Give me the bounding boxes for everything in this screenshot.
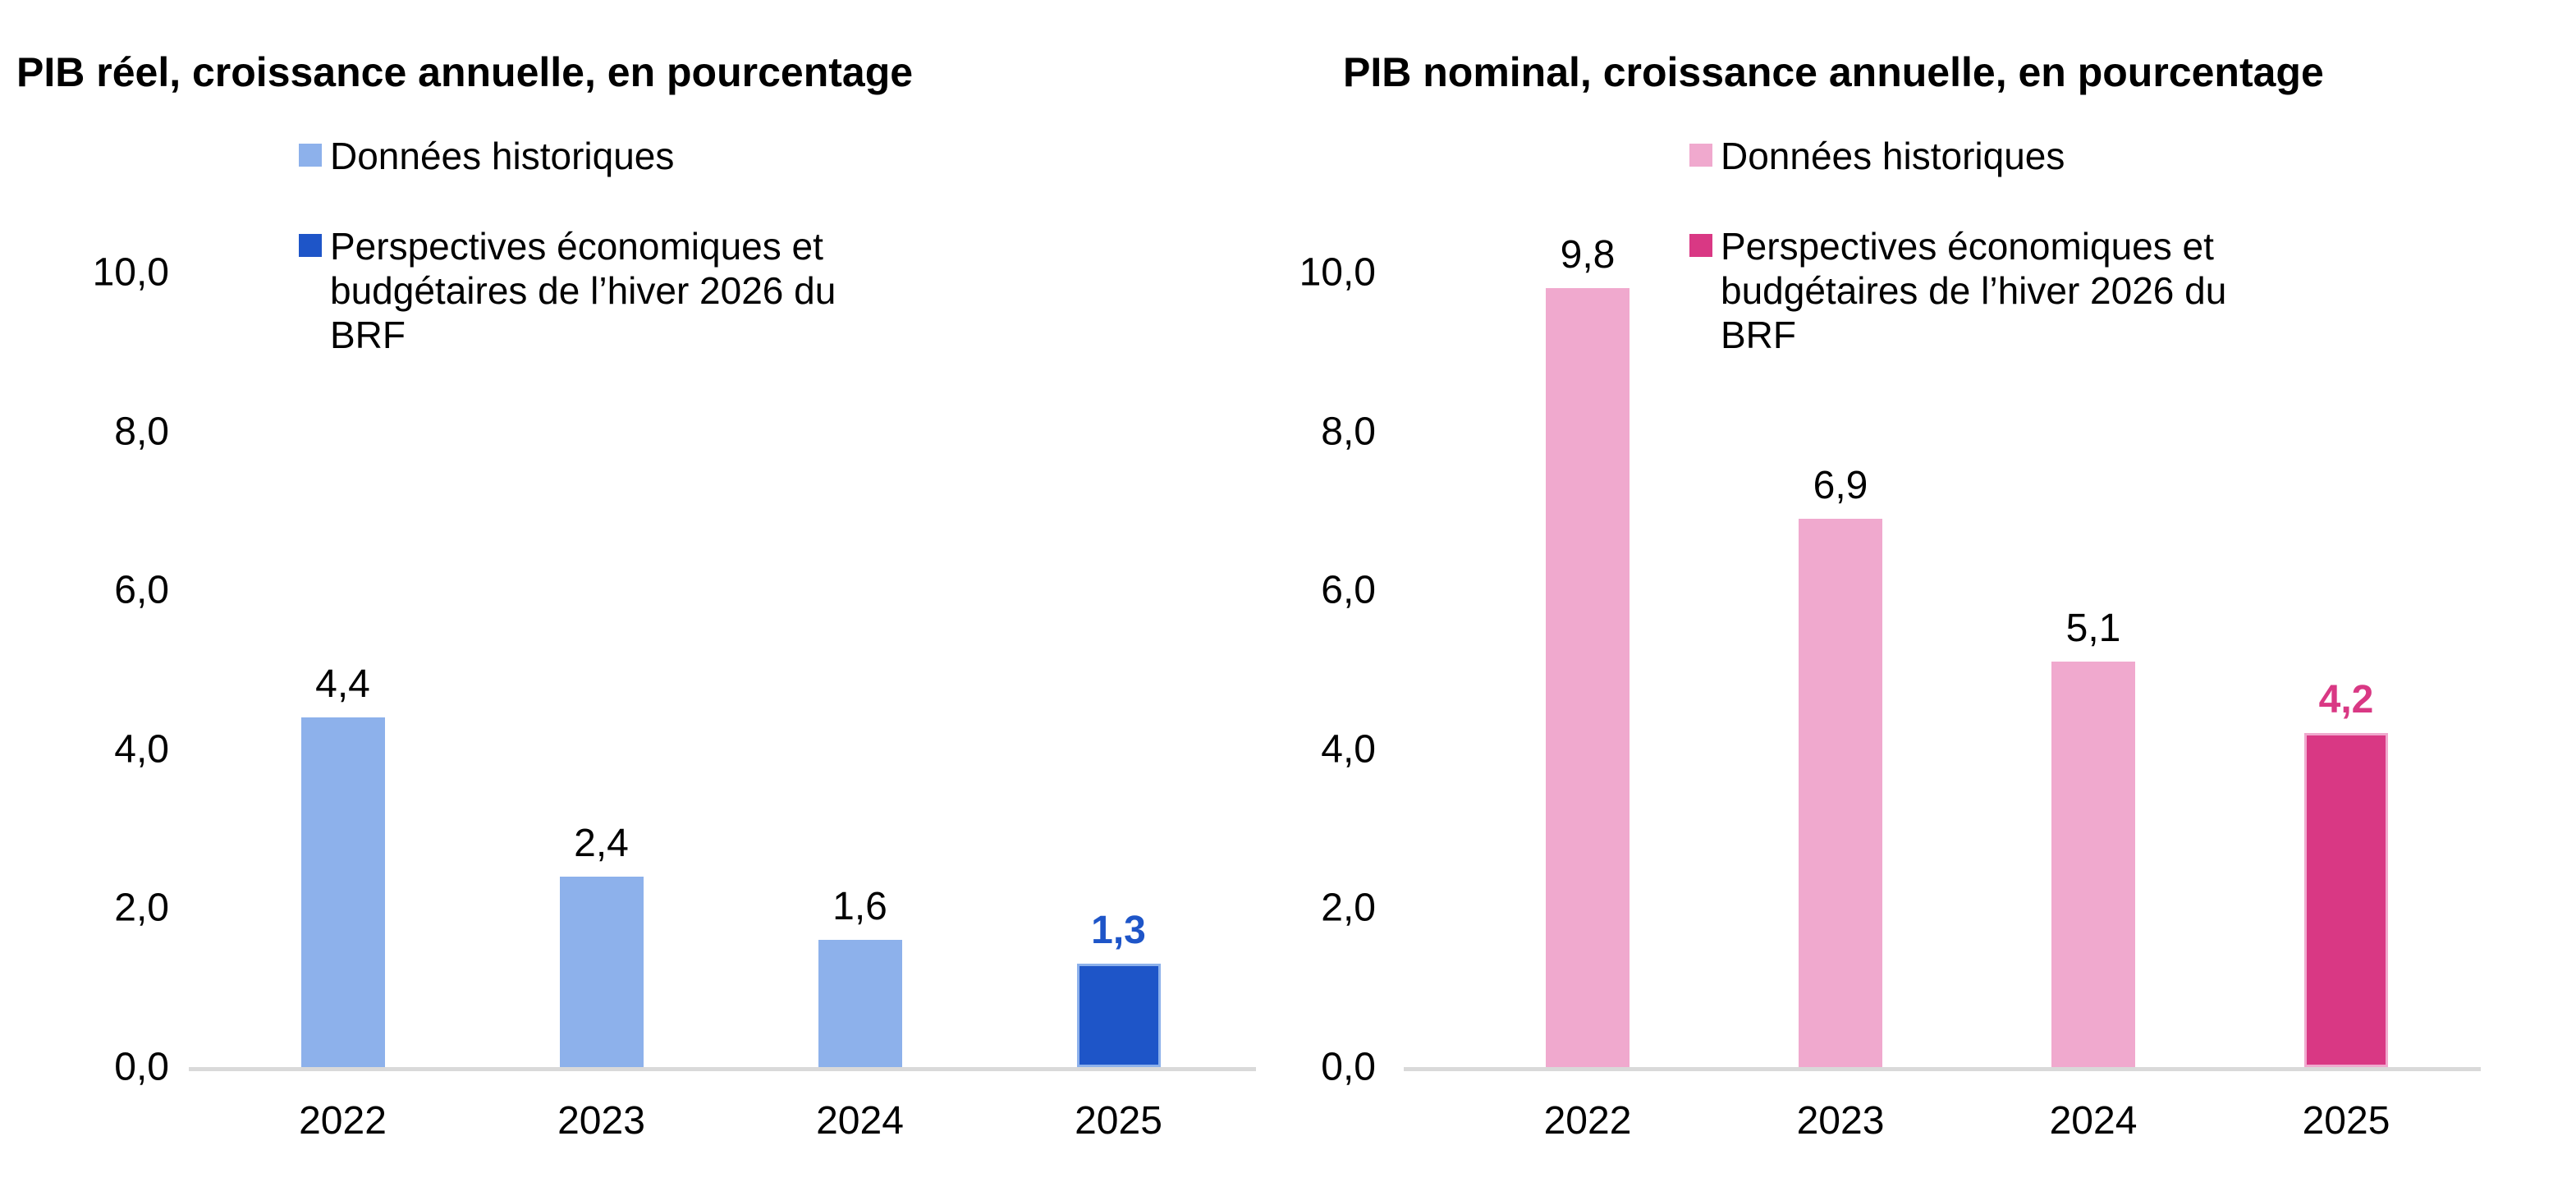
legend-swatch-historical bbox=[299, 144, 322, 167]
x-tick-label: 2022 bbox=[299, 1099, 387, 1143]
bar-slot: 1,3 2025 bbox=[989, 273, 1248, 1141]
bar-value-label: 4,4 bbox=[315, 662, 370, 707]
x-tick-label: 2023 bbox=[1796, 1099, 1885, 1143]
legend-label: Perspectives économiques et budgétaires … bbox=[1721, 225, 2227, 356]
bar bbox=[559, 876, 644, 1067]
chart-title: PIB réel, croissance annuelle, en pource… bbox=[16, 48, 914, 95]
y-tick-label: 10,0 bbox=[92, 250, 169, 295]
plot-area: 9,8 2022 6,9 2023 5,1 2024 4,2 2025 bbox=[1404, 236, 2481, 1141]
bar bbox=[1799, 519, 1882, 1067]
y-axis: 10,0 8,0 6,0 4,0 2,0 0,0 bbox=[46, 251, 169, 1089]
y-tick-label: 4,0 bbox=[1321, 727, 1376, 772]
y-tick-label: 2,0 bbox=[1321, 886, 1376, 930]
legend-label: Données historiques bbox=[330, 135, 675, 177]
legend-label: Perspectives économiques et budgétaires … bbox=[330, 225, 837, 356]
bar bbox=[1546, 288, 1629, 1067]
y-tick-label: 6,0 bbox=[1321, 568, 1376, 612]
bar-value-label: 5,1 bbox=[2065, 607, 2121, 651]
y-tick-label: 6,0 bbox=[114, 568, 169, 612]
legend-item-historical: Données historiques bbox=[299, 134, 888, 178]
bar-slot: 9,8 2022 bbox=[1461, 236, 1714, 1141]
x-tick-label: 2025 bbox=[2302, 1099, 2390, 1143]
bar-slot: 4,2 2025 bbox=[2220, 273, 2473, 1141]
bar-slot: 1,6 2024 bbox=[731, 273, 989, 1141]
legend: Données historiques Perspectives économi… bbox=[299, 134, 888, 357]
bar bbox=[1076, 964, 1161, 1067]
chart-pib-reel: PIB réel, croissance annuelle, en pource… bbox=[0, 0, 1277, 1182]
bar-slot: 4,4 2022 bbox=[213, 273, 472, 1141]
plot-area: 4,4 2022 2,4 2023 1,6 2024 1,3 2025 bbox=[189, 273, 1256, 1141]
legend-item-historical: Données historiques bbox=[1689, 134, 2279, 178]
y-tick-label: 8,0 bbox=[1321, 410, 1376, 454]
legend-item-forecast: Perspectives économiques et budgétaires … bbox=[299, 224, 888, 357]
bar-value-label: 1,3 bbox=[1091, 909, 1146, 953]
x-tick-label: 2022 bbox=[1543, 1099, 1632, 1143]
bar bbox=[300, 717, 385, 1067]
legend-swatch-forecast bbox=[299, 234, 322, 257]
legend-swatch-historical bbox=[1689, 144, 1712, 167]
bar bbox=[818, 940, 902, 1067]
bar-value-label: 2,4 bbox=[574, 821, 629, 865]
x-tick-label: 2024 bbox=[2049, 1099, 2138, 1143]
y-tick-label: 8,0 bbox=[114, 410, 169, 454]
y-tick-label: 10,0 bbox=[1299, 250, 1376, 295]
chart-title: PIB nominal, croissance annuelle, en pou… bbox=[1343, 48, 2324, 95]
y-tick-label: 4,0 bbox=[114, 727, 169, 772]
bar-value-label: 9,8 bbox=[1560, 233, 1616, 277]
legend-label: Données historiques bbox=[1721, 135, 2065, 177]
x-tick-label: 2024 bbox=[816, 1099, 904, 1143]
y-tick-label: 2,0 bbox=[114, 886, 169, 930]
legend: Données historiques Perspectives économi… bbox=[1689, 134, 2279, 357]
y-axis: 10,0 8,0 6,0 4,0 2,0 0,0 bbox=[1277, 251, 1376, 1089]
bar-slot: 5,1 2024 bbox=[1967, 273, 2220, 1141]
x-tick-label: 2025 bbox=[1075, 1099, 1162, 1143]
y-tick-label: 0,0 bbox=[1321, 1045, 1376, 1089]
bar-value-label: 6,9 bbox=[1813, 464, 1868, 508]
legend-item-forecast: Perspectives économiques et budgétaires … bbox=[1689, 224, 2279, 357]
y-tick-label: 0,0 bbox=[114, 1045, 169, 1089]
bar-slot: 2,4 2023 bbox=[472, 273, 731, 1140]
bar bbox=[2304, 733, 2388, 1067]
legend-swatch-forecast bbox=[1689, 234, 1712, 257]
bar-slot: 6,9 2023 bbox=[1714, 273, 1967, 1141]
bar bbox=[2051, 662, 2135, 1067]
x-tick-label: 2023 bbox=[557, 1099, 645, 1143]
bar-value-label: 4,2 bbox=[2318, 678, 2374, 722]
chart-pib-nominal: PIB nominal, croissance annuelle, en pou… bbox=[1277, 0, 2576, 1182]
bar-value-label: 1,6 bbox=[832, 885, 887, 929]
